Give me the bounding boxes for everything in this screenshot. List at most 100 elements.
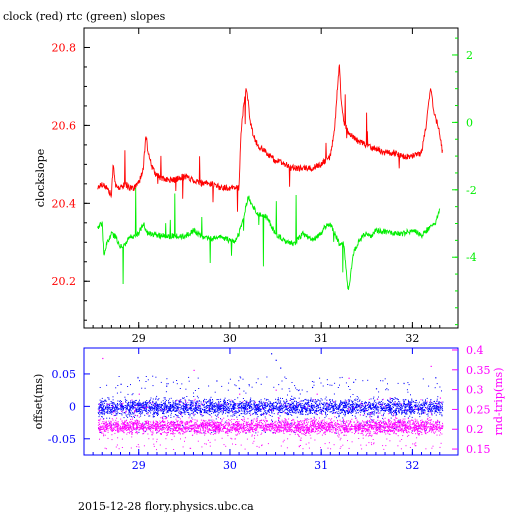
- scatter-outlier-offset: [271, 353, 272, 354]
- scatter-point-offset: [150, 403, 151, 404]
- scatter-point-rnd-trip: [286, 429, 287, 430]
- scatter-point-offset: [207, 413, 208, 414]
- scatter-point-offset: [431, 411, 432, 412]
- scatter-point-offset: [100, 400, 101, 401]
- scatter-point-offset: [392, 398, 393, 399]
- scatter-point-offset: [99, 406, 100, 407]
- scatter-point-offset: [139, 409, 140, 410]
- scatter-point-rnd-trip: [176, 421, 177, 422]
- scatter-point-rnd-trip: [248, 418, 249, 419]
- scatter-point-offset: [291, 409, 292, 410]
- scatter-point-offset: [173, 406, 174, 407]
- scatter-point-offset: [180, 407, 181, 408]
- scatter-point-rnd-trip: [139, 422, 140, 423]
- scatter-point-offset: [387, 410, 388, 411]
- scatter-point-offset: [132, 394, 133, 395]
- scatter-point-offset: [137, 404, 138, 405]
- scatter-point-offset: [210, 399, 211, 400]
- scatter-point-offset: [285, 402, 286, 403]
- scatter-point-rnd-trip: [297, 421, 298, 422]
- scatter-point-offset: [240, 377, 241, 378]
- scatter-point-rnd-trip: [244, 417, 245, 418]
- scatter-point-rnd-trip: [241, 425, 242, 426]
- scatter-point-offset: [102, 409, 103, 410]
- scatter-point-offset: [216, 408, 217, 409]
- scatter-point-offset: [129, 405, 130, 406]
- scatter-point-offset: [294, 401, 295, 402]
- scatter-point-offset: [211, 403, 212, 404]
- scatter-point-offset: [319, 403, 320, 404]
- scatter-point-offset: [120, 407, 121, 408]
- scatter-point-offset: [383, 410, 384, 411]
- scatter-point-offset: [100, 407, 101, 408]
- scatter-point-offset: [140, 416, 141, 417]
- scatter-point-offset: [170, 417, 171, 418]
- scatter-point-offset: [373, 411, 374, 412]
- scatter-point-offset: [215, 431, 216, 432]
- scatter-point-offset: [378, 391, 379, 392]
- scatter-point-offset: [242, 402, 243, 403]
- scatter-point-offset: [339, 404, 340, 405]
- scatter-point-offset: [157, 405, 158, 406]
- scatter-point-offset: [330, 405, 331, 406]
- scatter-point-rnd-trip: [213, 434, 214, 435]
- scatter-point-rnd-trip: [194, 427, 195, 428]
- scatter-point-rnd-trip: [222, 419, 223, 420]
- scatter-point-offset: [439, 422, 440, 423]
- scatter-point-offset: [310, 413, 311, 414]
- scatter-point-offset: [315, 410, 316, 411]
- scatter-point-offset: [134, 401, 135, 402]
- scatter-point-rnd-trip: [114, 433, 115, 434]
- scatter-point-offset: [220, 401, 221, 402]
- scatter-point-offset: [362, 410, 363, 411]
- scatter-point-offset: [122, 406, 123, 407]
- scatter-point-offset: [301, 405, 302, 406]
- scatter-point-offset: [351, 411, 352, 412]
- scatter-point-offset: [224, 410, 225, 411]
- scatter-point-offset: [253, 400, 254, 401]
- scatter-point-offset: [288, 403, 289, 404]
- scatter-point-offset: [185, 414, 186, 415]
- scatter-point-rnd-trip: [339, 428, 340, 429]
- scatter-point-offset: [298, 406, 299, 407]
- scatter-point-offset: [232, 400, 233, 401]
- scatter-point-offset: [329, 404, 330, 405]
- scatter-point-offset: [104, 413, 105, 414]
- scatter-point-offset: [193, 396, 194, 397]
- scatter-point-offset: [254, 401, 255, 402]
- scatter-point-offset: [259, 408, 260, 409]
- scatter-point-offset: [336, 417, 337, 418]
- scatter-point-offset: [217, 405, 218, 406]
- scatter-point-offset: [295, 398, 296, 399]
- scatter-point-offset: [386, 388, 387, 389]
- scatter-point-offset: [424, 410, 425, 411]
- scatter-point-rnd-trip: [288, 419, 289, 420]
- scatter-point-offset: [152, 407, 153, 408]
- scatter-point-offset: [378, 410, 379, 411]
- scatter-point-offset: [283, 404, 284, 405]
- scatter-point-offset: [417, 405, 418, 406]
- scatter-point-offset: [302, 400, 303, 401]
- scatter-point-offset: [152, 409, 153, 410]
- scatter-point-offset: [442, 415, 443, 416]
- scatter-point-offset: [381, 401, 382, 402]
- scatter-point-offset: [378, 403, 379, 404]
- scatter-point-offset: [214, 405, 215, 406]
- scatter-point-offset: [433, 403, 434, 404]
- scatter-point-offset: [224, 403, 225, 404]
- scatter-point-offset: [355, 399, 356, 400]
- scatter-point-offset: [261, 384, 262, 385]
- scatter-point-offset: [425, 401, 426, 402]
- scatter-point-offset: [187, 407, 188, 408]
- scatter-point-offset: [301, 401, 302, 402]
- scatter-point-rnd-trip: [283, 421, 284, 422]
- scatter-point-offset: [325, 414, 326, 415]
- scatter-point-rnd-trip: [286, 431, 287, 432]
- scatter-point-offset: [345, 405, 346, 406]
- scatter-point-offset: [166, 378, 167, 379]
- scatter-point-offset: [303, 414, 304, 415]
- scatter-point-offset: [158, 406, 159, 407]
- scatter-point-offset: [290, 404, 291, 405]
- scatter-point-offset: [383, 415, 384, 416]
- scatter-point-offset: [350, 409, 351, 410]
